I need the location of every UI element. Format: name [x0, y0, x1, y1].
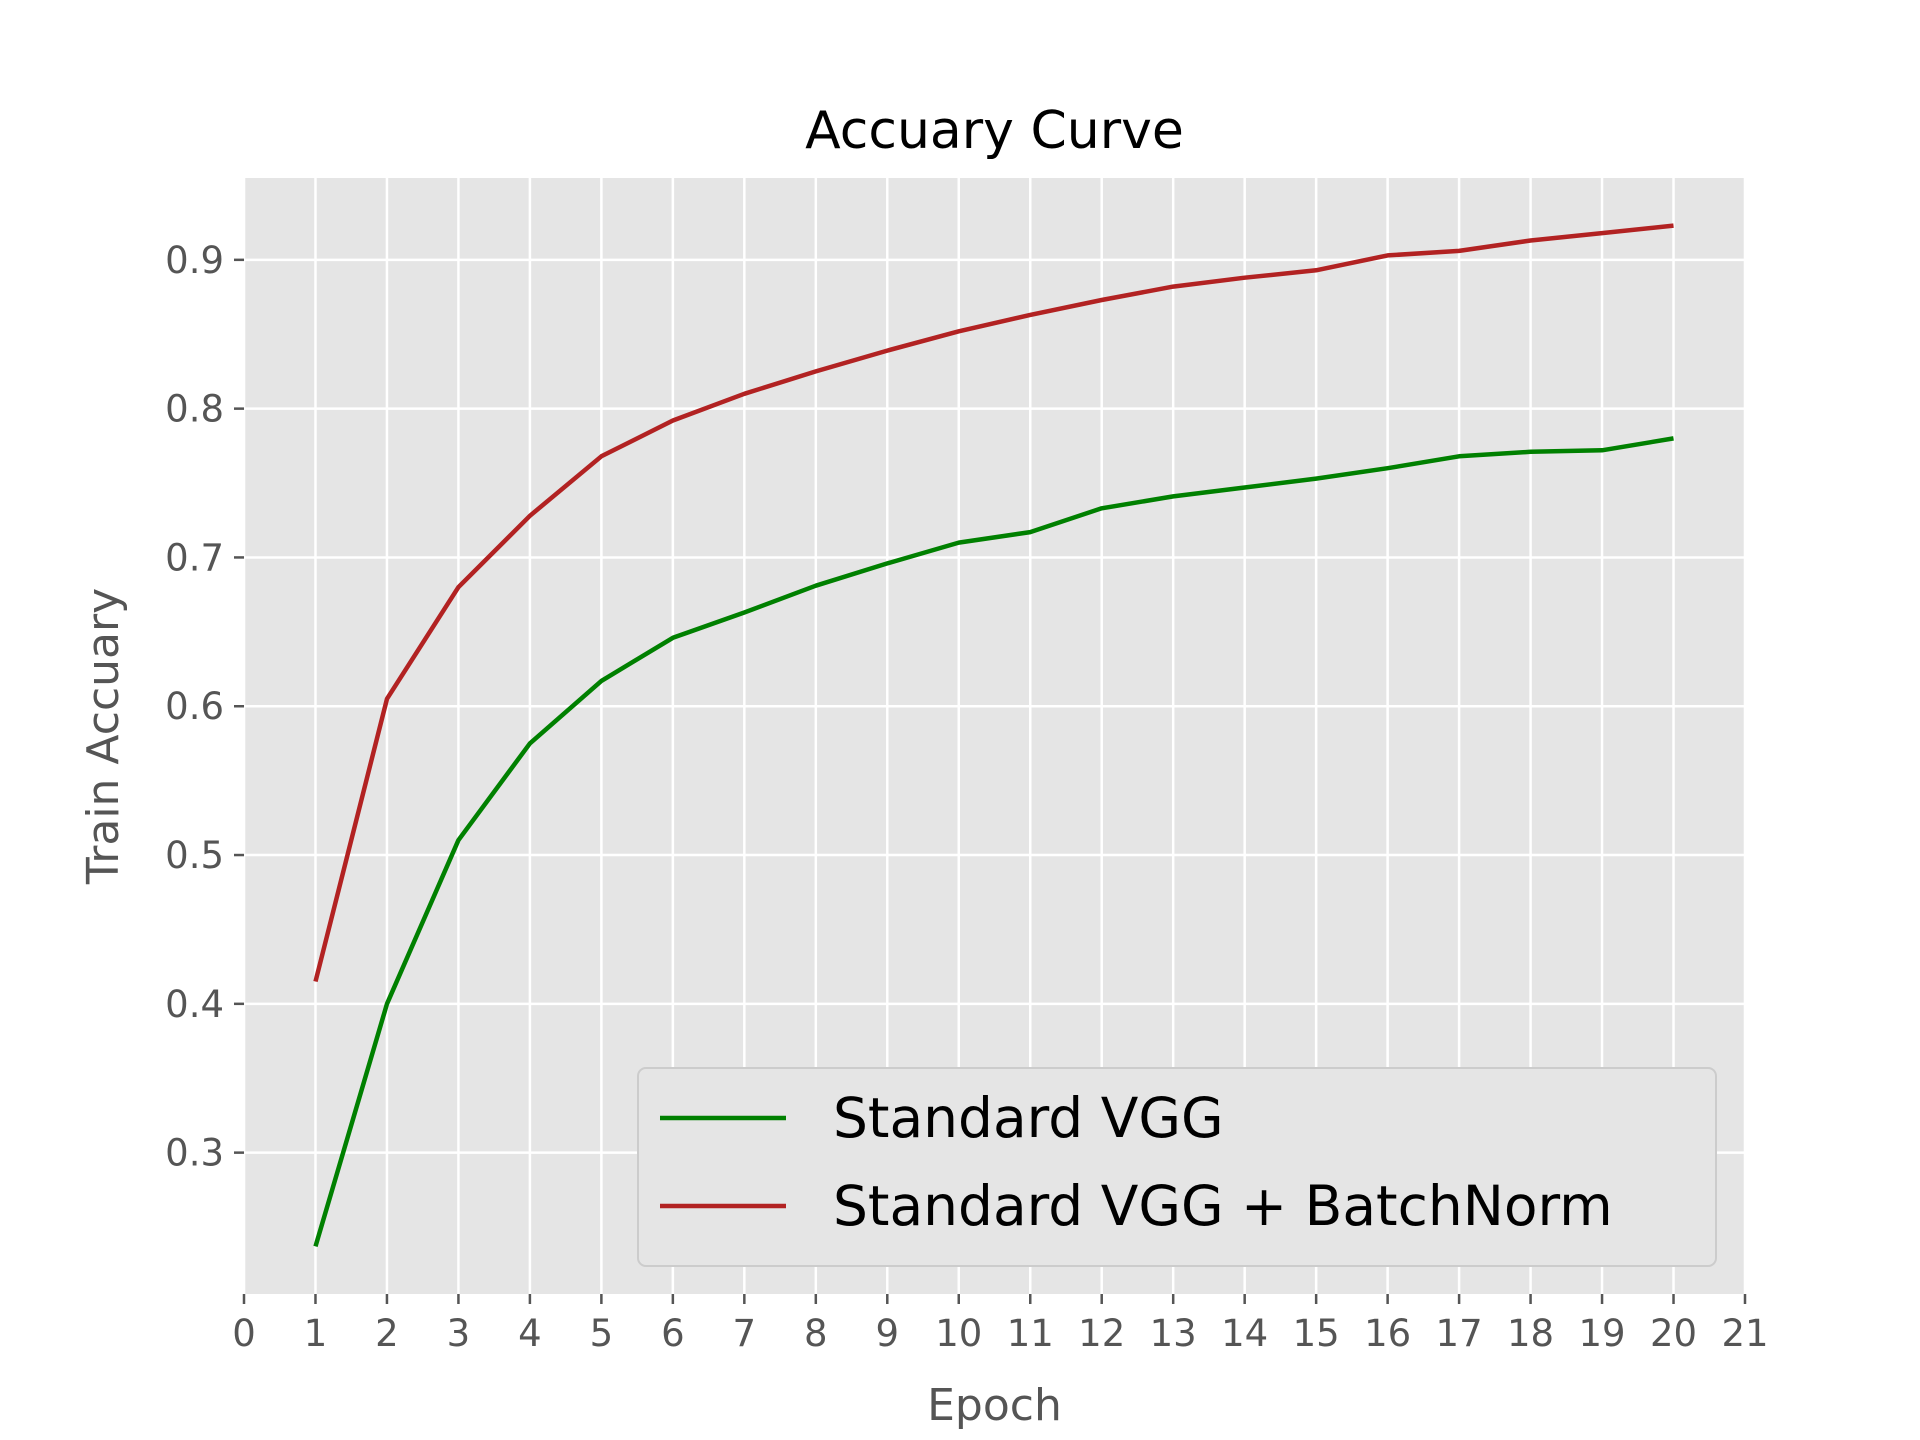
x-tick-label: 21 [1721, 1312, 1768, 1355]
x-tick-label: 2 [375, 1312, 399, 1355]
y-axis-label: Train Accuary [78, 588, 129, 885]
x-tick-label: 8 [804, 1312, 828, 1355]
x-tick-label: 5 [590, 1312, 614, 1355]
chart-title: Accuary Curve [805, 101, 1184, 161]
y-tick-label: 0.7 [165, 536, 224, 579]
legend-label-1: Standard VGG + BatchNorm [833, 1174, 1613, 1238]
series-lines [313, 223, 1674, 1248]
series-line-0 [313, 436, 1674, 1248]
y-tick-label: 0.8 [165, 388, 224, 431]
y-tick-label: 0.3 [165, 1132, 224, 1175]
y-tick-label: 0.4 [165, 983, 224, 1026]
y-tick-label: 0.5 [165, 834, 224, 877]
x-tick-label: 4 [518, 1312, 542, 1355]
x-tick-label: 9 [876, 1312, 900, 1355]
x-tick-label: 10 [935, 1312, 982, 1355]
x-tick-label: 11 [1007, 1312, 1054, 1355]
y-tick-label: 0.9 [165, 239, 224, 282]
x-tick-label: 16 [1364, 1312, 1411, 1355]
legend-label-0: Standard VGG [833, 1086, 1224, 1150]
x-tick-label: 17 [1436, 1312, 1483, 1355]
legend-box [637, 1067, 1717, 1267]
x-tick-label: 3 [447, 1312, 471, 1355]
x-tick-label: 15 [1293, 1312, 1340, 1355]
x-tick-label: 12 [1078, 1312, 1125, 1355]
x-axis-label: Epoch [927, 1380, 1062, 1431]
series-line-1 [313, 223, 1674, 983]
x-tick-label: 19 [1579, 1312, 1626, 1355]
legend: Standard VGG Standard VGG + BatchNorm [637, 1067, 1717, 1267]
y-tick-label: 0.6 [165, 685, 224, 728]
x-tick-label: 13 [1150, 1312, 1197, 1355]
x-tick-label: 14 [1221, 1312, 1268, 1355]
x-tick-label: 18 [1507, 1312, 1554, 1355]
x-tick-label: 6 [661, 1312, 685, 1355]
x-tick-label: 1 [304, 1312, 328, 1355]
axis-ticks: 0 1 2 3 4 5 6 7 8 9 10 11 12 13 14 15 16 17 18 19 20 210.30.4… [165, 239, 1768, 1355]
x-tick-label: 20 [1650, 1312, 1697, 1355]
x-tick-label: 0 [232, 1312, 256, 1355]
x-tick-label: 7 [733, 1312, 757, 1355]
